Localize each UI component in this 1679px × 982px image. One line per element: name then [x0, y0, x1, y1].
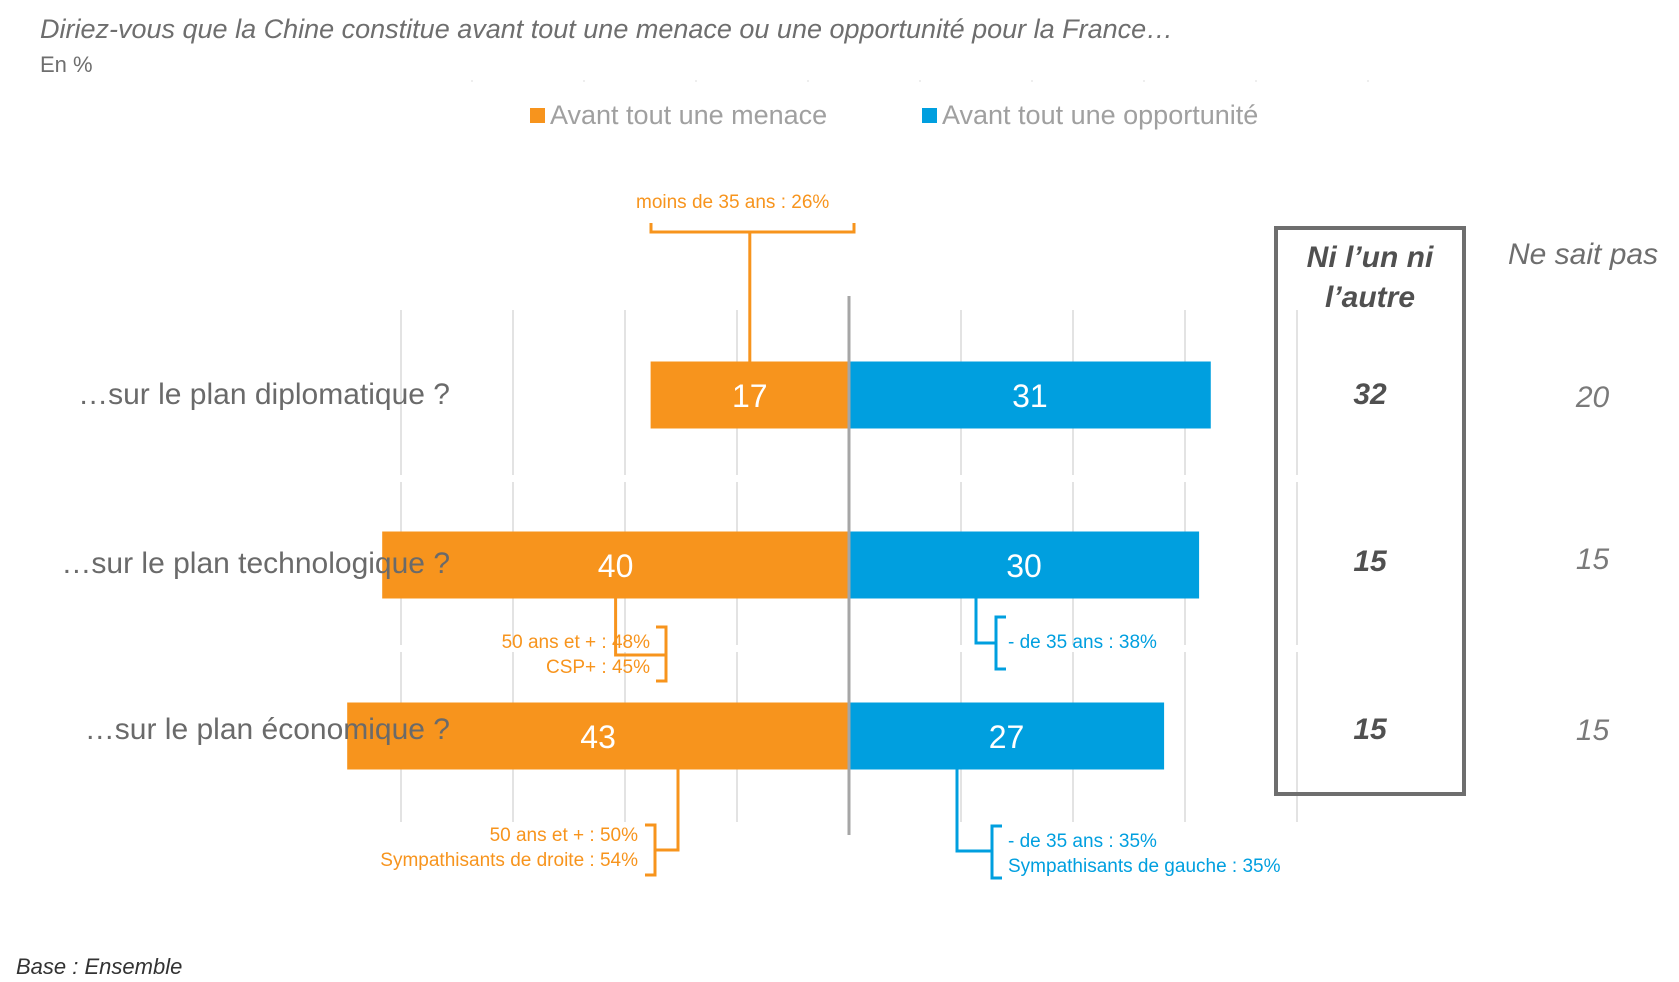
bar-value-label-opportunite: 31	[1012, 378, 1048, 414]
chart-unit: En %	[40, 52, 93, 77]
legend-item-opportunite: Avant tout une opportunité	[922, 100, 1258, 131]
bar-value-label-opportunite: 30	[1006, 548, 1042, 584]
bar-value-label-menace: 43	[580, 719, 616, 755]
annotation-bracket	[645, 823, 657, 877]
annotation-line: Sympathisants de droite : 54%	[380, 850, 638, 871]
neither-column-box	[1274, 226, 1466, 796]
legend-swatch-menace	[530, 108, 545, 123]
annotation-connector	[955, 769, 992, 853]
annotation-technologique-menace: 50 ans et + : 48% CSP+ : 45%	[400, 630, 650, 680]
legend-item-menace: Avant tout une menace	[530, 100, 827, 131]
bar-opportunite	[849, 702, 1165, 770]
legend-label-opportunite: Avant tout une opportunité	[942, 100, 1259, 130]
legend-label-menace: Avant tout une menace	[550, 100, 828, 130]
annotation-bracket	[994, 615, 1006, 671]
neither-value-economique: 15	[1353, 713, 1387, 746]
dontknow-value-technologique: 15	[1575, 543, 1610, 576]
category-label-economique: …sur le plan économique ?	[84, 713, 450, 746]
neither-column-header: Ni l’un ni l’autre	[1274, 238, 1466, 318]
annotation-line: moins de 35 ans : 26%	[636, 192, 830, 213]
dontknow-column-header: Ne sait pas	[1508, 238, 1659, 271]
annotation-line: - de 35 ans : 35%	[1008, 831, 1157, 852]
annotation-economique-menace: 50 ans et + : 50% Sympathisants de droit…	[300, 823, 638, 873]
bar-value-label-menace: 40	[598, 548, 634, 584]
category-label-technologique: …sur le plan technologique ?	[61, 547, 450, 580]
annotation-bracket	[649, 223, 856, 234]
annotation-technologique-opportunite: - de 35 ans : 38%	[1008, 630, 1157, 655]
bar-opportunite	[849, 361, 1211, 429]
bar-menace	[650, 361, 849, 429]
neither-value-diplomatique: 32	[1353, 378, 1387, 411]
annotation-line: 50 ans et + : 50%	[489, 825, 638, 846]
annotation-line: 50 ans et + : 48%	[501, 632, 650, 653]
annotation-diplomatique-menace: moins de 35 ans : 26%	[636, 190, 829, 215]
dontknow-value-economique: 15	[1575, 714, 1610, 747]
annotation-line: Sympathisants de gauche : 35%	[1008, 856, 1281, 877]
annotation-bracket	[990, 824, 1002, 880]
footnote-base: Base : Ensemble	[16, 954, 183, 979]
annotation-economique-opportunite: - de 35 ans : 35% Sympathisants de gauch…	[1008, 829, 1281, 879]
chart-title: Diriez-vous que la Chine constitue avant…	[40, 14, 1174, 44]
category-label-diplomatique: …sur le plan diplomatique ?	[78, 378, 450, 411]
annotation-connector	[974, 598, 996, 645]
neither-header-line2: l’autre	[1324, 281, 1416, 314]
bar-value-label-menace: 17	[732, 378, 768, 414]
bar-menace	[382, 531, 849, 599]
annotation-line: - de 35 ans : 38%	[1008, 632, 1157, 653]
annotation-connector	[614, 598, 666, 657]
dontknow-value-diplomatique: 20	[1575, 381, 1610, 414]
bar-menace	[347, 702, 849, 770]
neither-value-technologique: 15	[1353, 545, 1387, 578]
bar-value-label-opportunite: 27	[989, 719, 1025, 755]
annotation-line: CSP+ : 45%	[545, 657, 650, 678]
annotation-bracket	[656, 625, 668, 683]
legend-swatch-opportunite	[922, 108, 937, 123]
neither-header-line1: Ni l’un ni	[1306, 241, 1434, 274]
annotation-connector	[655, 769, 680, 852]
bar-opportunite	[849, 531, 1200, 599]
